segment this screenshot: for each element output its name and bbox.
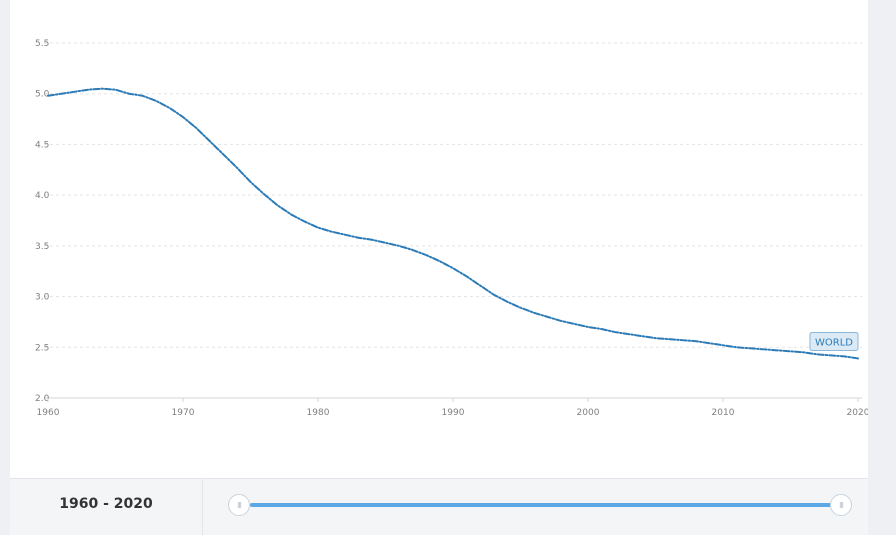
series-layer: WORLD (48, 89, 858, 359)
chart-panel: 2.0 2.5 3.0 3.5 4.0 4.5 5.0 5.5 1960 1970 1980 199… (10, 0, 868, 534)
x-tick-label: 1990 (442, 408, 465, 418)
range-slider-track[interactable] (250, 503, 842, 507)
y-tick-label: 2.0 (35, 394, 50, 404)
y-tick-label: 4.0 (35, 191, 50, 201)
year-range-control: 1960 - 2020 III III (10, 478, 868, 535)
x-tick-label: 1970 (172, 408, 195, 418)
series-line-world (48, 89, 858, 359)
y-tick-label: 3.0 (35, 293, 50, 303)
y-tick-label: 5.0 (35, 90, 50, 100)
x-tick-label: 2010 (712, 408, 735, 418)
y-tick-label: 4.5 (35, 140, 49, 150)
range-slider-end-handle[interactable]: III (830, 494, 852, 516)
grip-icon: III (237, 501, 241, 510)
y-tick-label: 5.5 (35, 39, 49, 49)
x-axis-ticks: 1960 1970 1980 1990 2000 2010 2020 (37, 398, 868, 418)
x-tick-label: 1960 (37, 408, 60, 418)
y-tick-label: 3.5 (35, 242, 49, 252)
x-tick-label: 2020 (847, 408, 868, 418)
gridlines (44, 43, 862, 398)
range-slider-start-handle[interactable]: III (228, 494, 250, 516)
x-tick-label: 1980 (307, 408, 330, 418)
x-tick-label: 2000 (577, 408, 600, 418)
line-chart: 2.0 2.5 3.0 3.5 4.0 4.5 5.0 5.5 1960 1970 1980 199… (10, 0, 868, 440)
y-axis-ticks: 2.0 2.5 3.0 3.5 4.0 4.5 5.0 5.5 (35, 39, 50, 404)
y-tick-label: 2.5 (35, 343, 49, 353)
grip-icon: III (839, 501, 843, 510)
series-label: WORLD (815, 337, 853, 348)
year-range-label: 1960 - 2020 (10, 479, 203, 535)
